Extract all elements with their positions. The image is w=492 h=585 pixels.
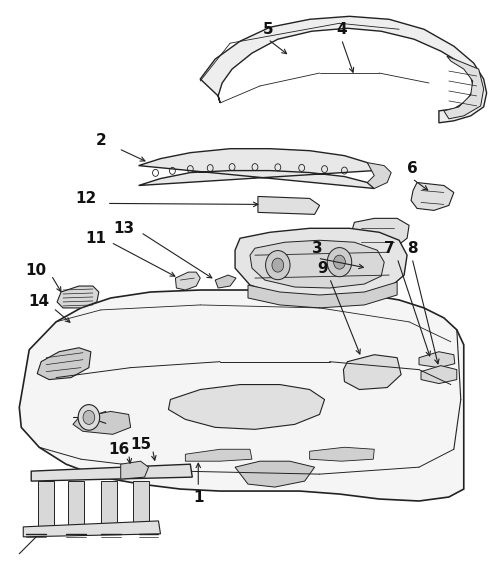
Polygon shape [411, 183, 454, 211]
Text: 3: 3 [312, 240, 323, 256]
Text: 2: 2 [95, 133, 106, 148]
Polygon shape [73, 411, 131, 434]
Polygon shape [185, 449, 252, 461]
Polygon shape [368, 163, 391, 188]
Polygon shape [444, 56, 484, 119]
Text: 6: 6 [407, 161, 417, 176]
Text: 5: 5 [263, 22, 273, 37]
Circle shape [83, 411, 95, 424]
Polygon shape [343, 355, 401, 390]
Polygon shape [421, 366, 457, 384]
Polygon shape [250, 240, 384, 288]
Polygon shape [133, 481, 149, 529]
Polygon shape [235, 461, 314, 487]
Polygon shape [121, 461, 149, 479]
Text: 7: 7 [384, 240, 395, 256]
Text: 10: 10 [26, 263, 47, 278]
Polygon shape [349, 218, 409, 252]
Circle shape [272, 258, 284, 272]
Polygon shape [31, 464, 192, 481]
Polygon shape [19, 290, 464, 501]
Polygon shape [38, 481, 54, 529]
Circle shape [78, 405, 100, 430]
Polygon shape [139, 149, 374, 188]
Text: 16: 16 [108, 442, 129, 457]
Polygon shape [23, 521, 160, 537]
Polygon shape [419, 352, 455, 367]
Text: 14: 14 [29, 294, 50, 309]
Polygon shape [101, 481, 117, 529]
Circle shape [327, 247, 352, 277]
Polygon shape [200, 16, 487, 123]
Text: 1: 1 [193, 490, 204, 504]
Polygon shape [68, 481, 84, 529]
Text: 4: 4 [336, 22, 347, 37]
Circle shape [266, 250, 290, 280]
Polygon shape [57, 286, 99, 308]
Polygon shape [37, 347, 91, 380]
Text: 15: 15 [130, 437, 151, 452]
Text: 12: 12 [75, 191, 96, 206]
Text: 8: 8 [407, 240, 417, 256]
Polygon shape [258, 197, 320, 214]
Text: 9: 9 [317, 260, 328, 276]
Polygon shape [309, 448, 374, 461]
Polygon shape [176, 272, 200, 290]
Polygon shape [215, 275, 236, 288]
Circle shape [334, 255, 345, 269]
Text: 13: 13 [113, 221, 134, 236]
Text: 11: 11 [85, 230, 106, 246]
Polygon shape [248, 282, 397, 308]
Polygon shape [168, 384, 325, 429]
Polygon shape [235, 228, 407, 298]
